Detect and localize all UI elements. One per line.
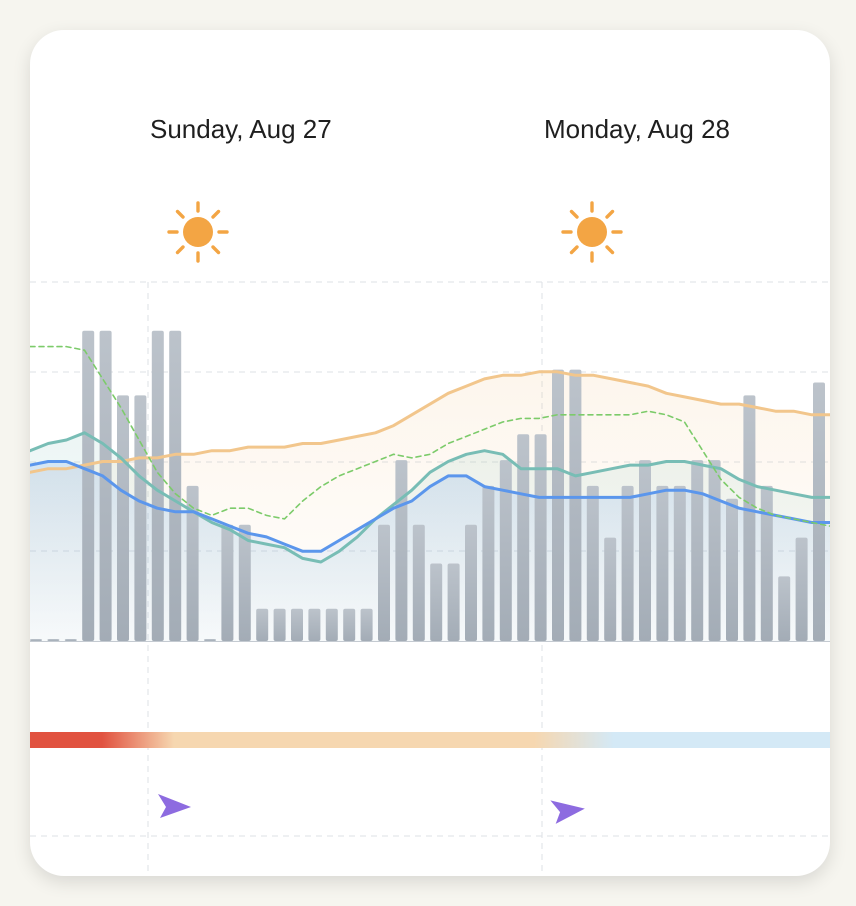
precip-bar	[673, 485, 686, 641]
precip-bar	[517, 434, 530, 641]
precip-bar	[343, 608, 356, 641]
day-label-sunday: Sunday, Aug 27	[150, 114, 332, 144]
precip-bar	[256, 608, 269, 641]
temperature-line	[30, 370, 830, 474]
precip-bar	[534, 434, 547, 641]
precip-bar	[412, 524, 425, 641]
precip-bar	[726, 498, 738, 641]
precip-bar	[621, 485, 634, 641]
wind-direction-arrow-icon	[158, 794, 191, 818]
precip-bar	[691, 460, 704, 641]
precip-bar	[639, 460, 651, 641]
precipitation-bars	[30, 330, 830, 642]
precip-bar	[430, 563, 443, 641]
precip-bar	[395, 460, 408, 641]
precip-bar	[795, 537, 808, 641]
precip-bar	[99, 330, 112, 641]
precip-bar	[47, 639, 60, 641]
precip-bar	[378, 524, 390, 641]
precip-bar	[273, 608, 286, 641]
precip-bar	[169, 330, 182, 641]
precip-bar	[586, 485, 599, 641]
precip-bar	[134, 395, 147, 641]
humidity-line	[30, 345, 830, 527]
wind-direction-arrow-icon	[550, 800, 585, 824]
precip-bar	[552, 369, 564, 641]
precip-bar	[447, 563, 460, 641]
precip-bar	[238, 524, 251, 641]
day-label-monday: Monday, Aug 28	[544, 114, 730, 144]
precip-bar	[656, 485, 669, 641]
precip-bar	[308, 608, 321, 641]
precip-bar	[117, 395, 129, 641]
precip-bar	[778, 576, 791, 641]
sun-icon	[561, 201, 623, 263]
precip-bar	[291, 608, 303, 641]
precip-bar	[708, 460, 721, 641]
precip-bar	[499, 460, 512, 641]
precip-bar	[482, 485, 495, 641]
precip-bar	[360, 608, 373, 641]
precip-bar	[64, 639, 77, 641]
dew-point-line	[30, 460, 830, 553]
precip-bar	[569, 369, 582, 641]
precip-bar	[82, 330, 95, 641]
sun-icon	[167, 201, 229, 263]
precip-bar	[151, 330, 164, 641]
precip-bar	[813, 382, 825, 641]
precip-bar	[760, 485, 773, 641]
precip-bar	[604, 537, 617, 641]
feels-like-line	[30, 431, 830, 564]
precip-bar	[204, 639, 216, 641]
forecast-card: Sunday, Aug 27 Monday, Aug 28	[30, 30, 830, 876]
chart-lines	[30, 345, 830, 564]
precip-bar	[221, 524, 234, 641]
precip-bar	[465, 524, 477, 641]
uv-index-strip	[30, 732, 830, 748]
forecast-chart	[30, 281, 830, 876]
precip-bar	[30, 639, 42, 641]
precip-bar	[325, 608, 338, 641]
precip-bar	[186, 485, 199, 641]
precip-bar	[743, 395, 756, 641]
